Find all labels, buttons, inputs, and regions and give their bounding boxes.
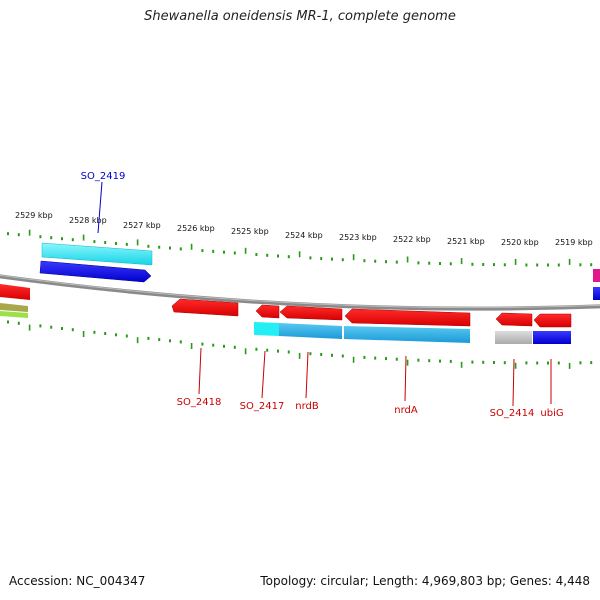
- gene-label-so2418[interactable]: SO_2418: [177, 397, 222, 408]
- gene-nrdA[interactable]: [344, 308, 471, 327]
- upper-gene-track: [39, 242, 600, 300]
- gene-nrdB[interactable]: [279, 305, 343, 321]
- gene-label-nrdB[interactable]: nrdB: [295, 401, 319, 412]
- scale-label: 2526 kbp: [177, 224, 215, 233]
- lower-tick-row: [7, 320, 593, 369]
- gene-so2419-cog[interactable]: [41, 242, 153, 266]
- scale-label: 2523 kbp: [339, 233, 377, 242]
- gene-label-so2417[interactable]: SO_2417: [240, 401, 285, 412]
- gene-label-so2414[interactable]: SO_2414: [490, 408, 535, 419]
- gene-ubiG-cog[interactable]: [533, 331, 571, 344]
- gene-so2417[interactable]: [255, 304, 280, 319]
- gene-ubiG[interactable]: [533, 313, 572, 328]
- accession-label: Accession: NC_004347: [9, 574, 146, 588]
- gene-so2418[interactable]: [171, 298, 239, 317]
- genome-backbone-highlight: [0, 274, 600, 309]
- scale-label: 2527 kbp: [123, 221, 161, 230]
- gene-left-edge-olive[interactable]: [0, 303, 28, 312]
- gene-label-so2419[interactable]: SO_2419: [81, 171, 126, 182]
- label-leaders: [97, 181, 552, 407]
- gene-nrdA-cog[interactable]: [344, 326, 470, 343]
- gene-label-ubiG[interactable]: ubiG: [540, 408, 563, 419]
- scale-label: 2529 kbp: [15, 211, 53, 220]
- genome-title: Shewanella oneidensis MR-1, complete gen…: [144, 9, 456, 24]
- gene-so2414[interactable]: [495, 312, 533, 327]
- scale-label: 2524 kbp: [285, 231, 323, 240]
- gene-label-nrdA[interactable]: nrdA: [394, 405, 418, 416]
- upper-tick-row: [7, 229, 593, 267]
- genome-backbone: [0, 274, 600, 311]
- scale-label: 2525 kbp: [231, 227, 269, 236]
- scale-label: 2520 kbp: [501, 238, 539, 247]
- scale-label: 2528 kbp: [69, 216, 107, 225]
- scale-label: 2519 kbp: [555, 238, 593, 247]
- scale-label: 2522 kbp: [393, 235, 431, 244]
- gene-right-edge-magenta[interactable]: [593, 269, 600, 282]
- genome-summary: Topology: circular; Length: 4,969,803 bp…: [260, 574, 590, 588]
- gene-left-edge-green[interactable]: [0, 311, 28, 318]
- gene-so2417-cog[interactable]: [254, 322, 279, 336]
- scale-label: 2521 kbp: [447, 237, 485, 246]
- lower-gene-track: [0, 284, 572, 344]
- gene-nrdB-cog[interactable]: [279, 323, 342, 339]
- gene-right-edge-blue[interactable]: [593, 287, 600, 300]
- gene-so2419[interactable]: [39, 260, 152, 283]
- scale-labels: 2529 kbp 2528 kbp 2527 kbp 2526 kbp 2525…: [15, 211, 593, 247]
- gene-so2414-cog[interactable]: [495, 331, 532, 344]
- gene-left-edge-red[interactable]: [0, 284, 30, 300]
